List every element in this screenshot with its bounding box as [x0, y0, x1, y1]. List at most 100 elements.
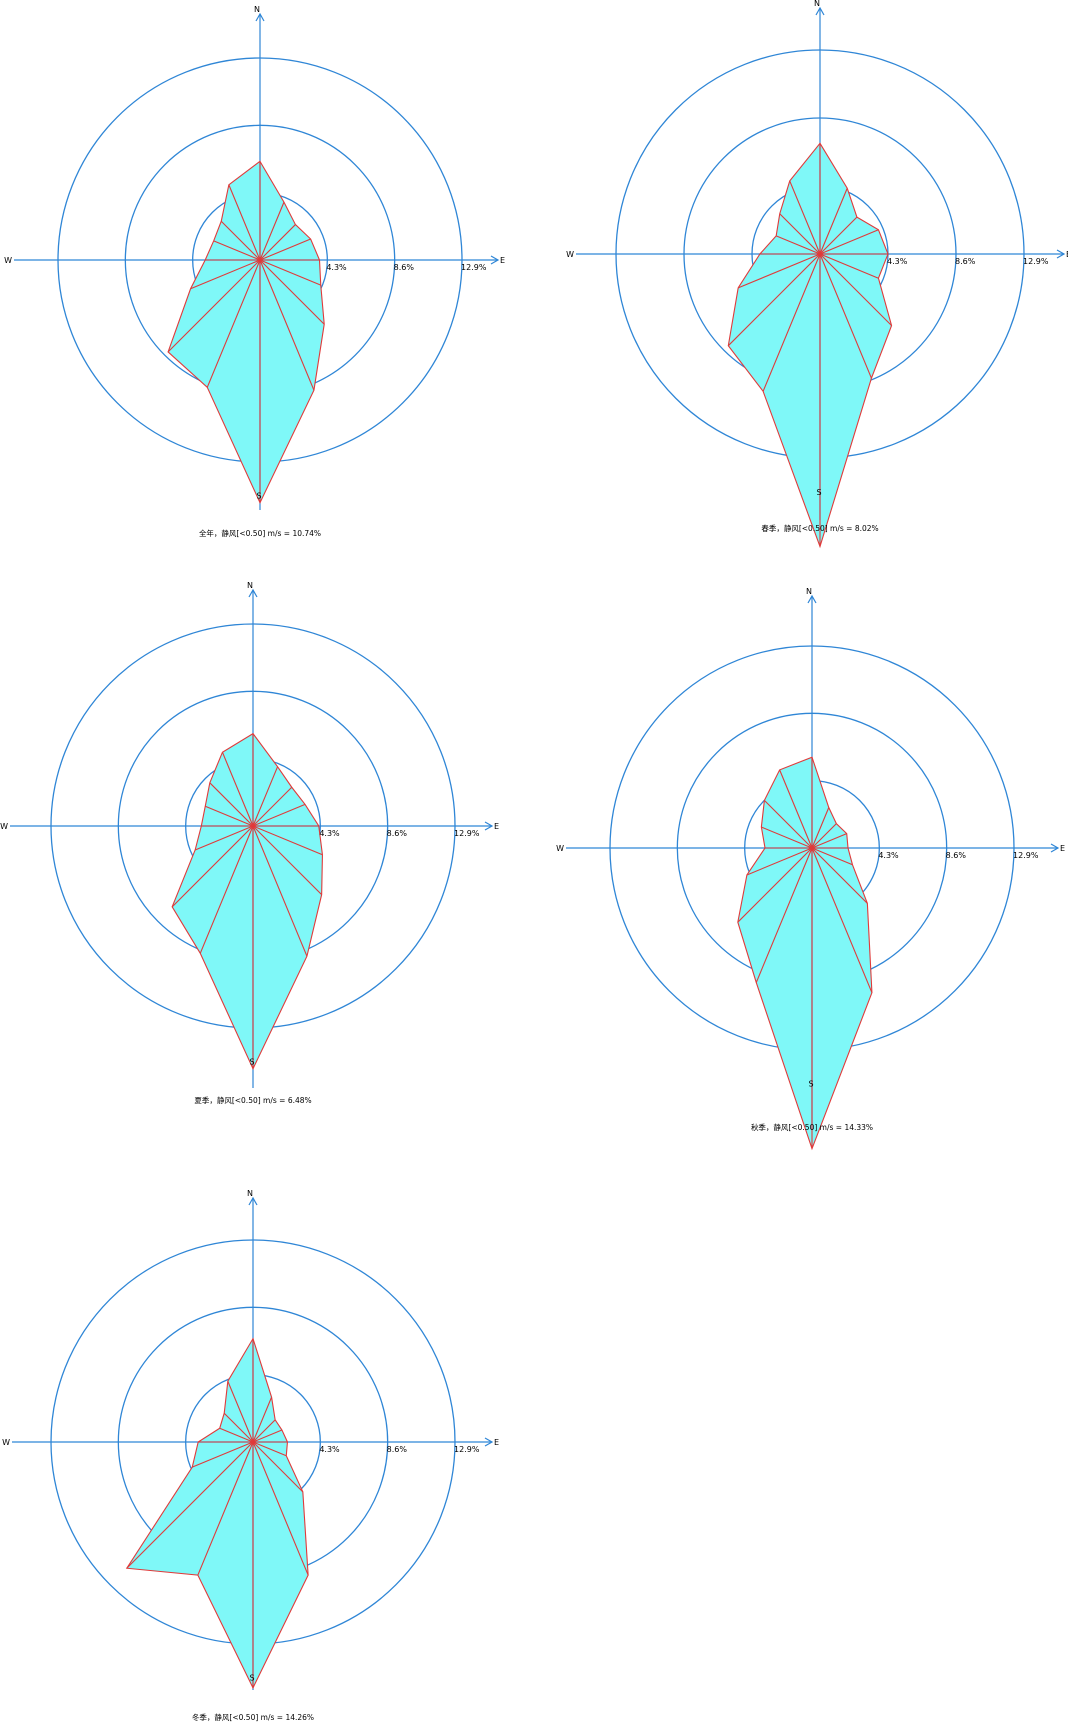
- north-arrow-icon: [255, 12, 265, 22]
- spoke-NE: [811, 823, 837, 849]
- petal-NE-ENE: [820, 217, 879, 254]
- spoke-SE: [252, 825, 323, 896]
- spoke-SSW: [762, 253, 821, 392]
- petal-N-NNE: [253, 1338, 272, 1442]
- ring-label: 4.3%: [887, 257, 908, 266]
- east-label: E: [1066, 250, 1068, 259]
- petal-N-NNE: [812, 757, 829, 848]
- north-label: N: [806, 587, 812, 596]
- north-label: N: [247, 581, 253, 590]
- spoke-NNE: [811, 807, 830, 849]
- spoke-SSE: [259, 259, 315, 391]
- spoke-SSE: [819, 253, 872, 379]
- spoke-NNW: [779, 769, 813, 849]
- spoke-NW: [209, 782, 254, 827]
- rose-outline: [167, 160, 325, 505]
- ring-label: 12.9%: [454, 829, 480, 838]
- spoke-SSW: [197, 1441, 254, 1576]
- spoke-NNE: [259, 201, 285, 261]
- spoke-NNE: [252, 1396, 273, 1443]
- petal-ENE-E: [820, 229, 888, 254]
- ring-label: 12.9%: [1013, 851, 1039, 860]
- petal-NNW-N: [222, 733, 253, 826]
- spoke-WSW: [192, 1441, 254, 1468]
- petal-NNW-N: [789, 143, 820, 254]
- spoke-NNW: [789, 180, 821, 255]
- petal-W-WNW: [198, 1428, 253, 1442]
- spoke-WSW: [194, 825, 254, 851]
- spoke-NNE: [819, 188, 848, 255]
- petal-SSW-SW: [168, 260, 260, 388]
- chart-caption: 秋季，静风[<0.50] m/s = 14.33%: [751, 1122, 873, 1132]
- petal-NNE-NE: [260, 202, 296, 260]
- chart-caption: 全年，静风[<0.50] m/s = 10.74%: [199, 528, 321, 538]
- spoke-SSE: [252, 825, 308, 957]
- petal-W-WNW: [205, 240, 260, 260]
- petal-N-NNE: [260, 161, 284, 260]
- east-arrow-icon: [1050, 843, 1060, 853]
- wind-rose-chart: 4.3% 8.6% 12.9% N S E W 夏季，静风[<0.50] m/s = 6.48…: [0, 581, 499, 1105]
- spoke-ESE: [252, 1441, 287, 1457]
- west-label: W: [0, 822, 8, 831]
- petal-NNE-NE: [253, 766, 292, 826]
- petal-WNW-NW: [213, 221, 260, 260]
- wind-rose-chart: 4.3% 8.6% 12.9% N S E W 冬季，静风[<0.50] m/s = 14.2…: [2, 1189, 499, 1722]
- spoke-NNE: [252, 766, 279, 827]
- spoke-NNW: [227, 1381, 254, 1443]
- south-label: S: [249, 1673, 254, 1682]
- petal-N-NNE: [820, 143, 848, 254]
- spoke-SW: [171, 825, 254, 908]
- spoke-SW: [167, 259, 261, 353]
- spoke-ESE: [811, 847, 853, 866]
- petal-SSE-S: [260, 260, 314, 503]
- east-label: E: [1060, 844, 1065, 853]
- petal-SSE-S: [812, 848, 872, 1149]
- petal-ENE-E: [260, 239, 320, 260]
- spoke-ENE: [259, 238, 311, 261]
- petal-NNW-N: [227, 1338, 253, 1442]
- petal-NNE-NE: [820, 188, 857, 254]
- spoke-NW: [223, 1412, 254, 1443]
- spoke-SSW: [199, 825, 254, 954]
- petal-SSE-S: [253, 1442, 309, 1688]
- north-label: N: [814, 0, 820, 8]
- petal-N-NNE: [253, 733, 278, 826]
- spoke-NNW: [228, 184, 261, 261]
- chart-caption: 冬季，静风[<0.50] m/s = 14.26%: [192, 1712, 314, 1722]
- north-arrow-icon: [815, 6, 825, 16]
- south-label: S: [249, 1057, 254, 1066]
- spoke-ENE: [252, 1429, 283, 1443]
- spoke-ESE: [252, 825, 323, 856]
- spoke-SW: [126, 1441, 254, 1569]
- south-label: S: [256, 491, 261, 500]
- spoke-SSE: [811, 847, 873, 993]
- petal-SSW-SW: [172, 826, 253, 954]
- spoke-ENE: [811, 833, 847, 849]
- spoke-ESE: [819, 253, 879, 279]
- west-label: W: [566, 250, 574, 259]
- east-label: E: [500, 256, 505, 265]
- spoke-SE: [259, 259, 325, 325]
- ring-label: 4.3%: [319, 1445, 340, 1454]
- spoke-WNW: [761, 826, 813, 849]
- petal-NNW-N: [779, 757, 812, 848]
- north-arrow-icon: [248, 1196, 258, 1206]
- north-arrow-icon: [248, 588, 258, 598]
- spoke-SW: [737, 847, 813, 923]
- petal-NW-NNW: [221, 184, 260, 260]
- east-label: E: [494, 822, 499, 831]
- ring-label: 8.6%: [394, 263, 415, 272]
- spoke-WNW: [775, 235, 821, 255]
- petal-WNW-NW: [219, 1413, 253, 1442]
- spoke-WSW: [746, 847, 813, 876]
- rose-outline: [737, 756, 873, 1151]
- petal-WNW-NW: [205, 782, 253, 826]
- spoke-SE: [819, 253, 892, 326]
- ring-label: 12.9%: [461, 263, 487, 272]
- south-label: S: [816, 488, 821, 497]
- petal-S-SSW: [756, 848, 812, 1149]
- petal-ENE-E: [253, 804, 319, 826]
- spoke-ENE: [252, 803, 306, 827]
- petal-NW-NNW: [209, 752, 253, 826]
- east-arrow-icon: [484, 821, 494, 831]
